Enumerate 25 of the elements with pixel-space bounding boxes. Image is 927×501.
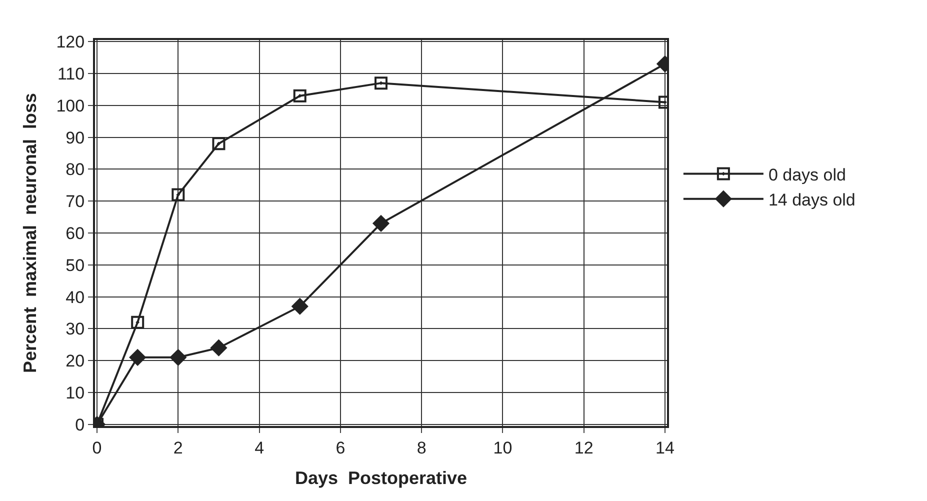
y-tick-label: 10: [66, 383, 85, 402]
y-tick-label: 0: [75, 415, 85, 434]
y-tick-label: 50: [66, 256, 85, 275]
x-tick-label: 12: [574, 438, 594, 458]
x-tick-label: 2: [173, 438, 183, 458]
y-tick-label: 80: [66, 160, 85, 180]
y-tick-label: 90: [66, 128, 85, 148]
y-tick-label: 40: [66, 288, 85, 307]
y-tick-label: 20: [66, 352, 85, 371]
x-tick-label: 6: [336, 438, 346, 458]
y-tick-label: 110: [57, 64, 85, 84]
x-tick-label: 4: [254, 438, 264, 458]
x-tick-label: 8: [416, 438, 426, 458]
x-axis-title: Days Postoperative: [294, 468, 468, 488]
y-axis-title: Percent maximal neuronal loss: [20, 92, 40, 374]
y-tick-label: 70: [66, 192, 85, 212]
y-tick-label: 100: [56, 96, 85, 116]
x-tick-label: 10: [493, 438, 512, 458]
y-tick-label: 30: [66, 320, 85, 339]
y-tick-label: 60: [66, 224, 85, 243]
y-tick-label: 120: [56, 32, 85, 52]
x-tick-label: 0: [92, 438, 102, 458]
legend-label: 0 days old: [768, 165, 846, 184]
x-tick-label: 14: [656, 438, 674, 458]
legend-label: 14 days old: [768, 190, 856, 210]
